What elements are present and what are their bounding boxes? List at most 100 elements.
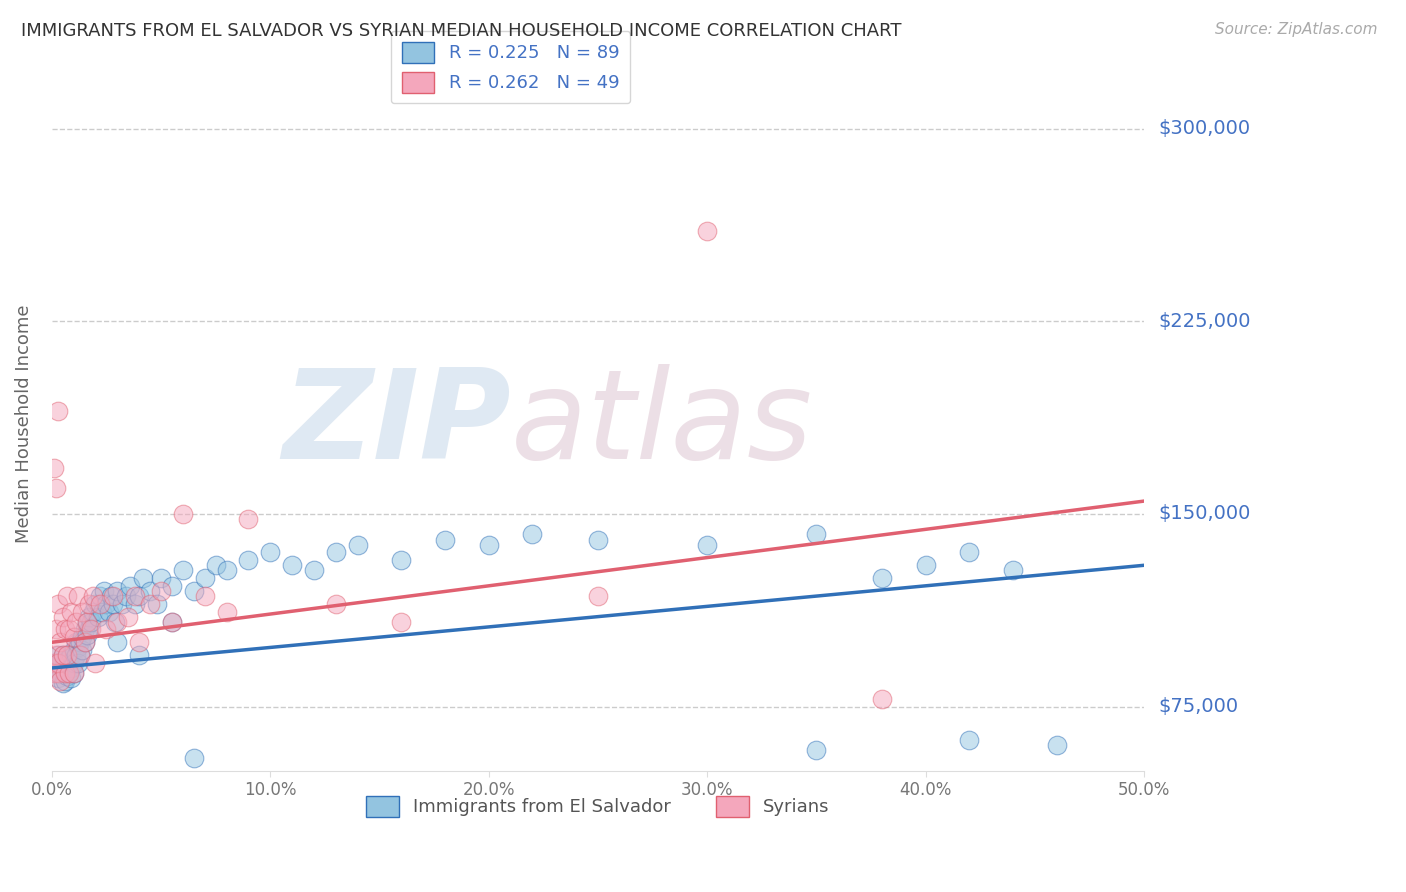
Point: [46, 666, 69, 681]
Point: [56, 648, 79, 662]
Point: [89, 597, 111, 611]
Point: [82, 589, 104, 603]
Point: [53, 666, 76, 681]
Point: [72, 605, 94, 619]
Point: [111, 597, 134, 611]
Point: [145, 597, 167, 611]
Point: [46, 648, 69, 662]
Point: [45, 656, 67, 670]
Point: [160, 615, 183, 629]
Point: [101, 597, 124, 611]
Point: [46, 597, 69, 611]
Point: [120, 579, 142, 593]
Point: [72, 630, 94, 644]
Point: [586, 533, 609, 547]
Point: [132, 571, 155, 585]
Text: Source: ZipAtlas.com: Source: ZipAtlas.com: [1215, 22, 1378, 37]
Point: [128, 648, 150, 662]
Point: [58, 656, 80, 670]
Point: [84, 656, 107, 670]
Point: [62, 666, 84, 681]
Point: [105, 615, 128, 629]
Point: [139, 584, 162, 599]
Point: [204, 558, 226, 573]
Point: [46, 656, 69, 670]
Point: [52, 648, 75, 662]
Point: [66, 589, 89, 603]
Text: IMMIGRANTS FROM EL SALVADOR VS SYRIAN MEDIAN HOUSEHOLD INCOME CORRELATION CHART: IMMIGRANTS FROM EL SALVADOR VS SYRIAN ME…: [21, 22, 901, 40]
Point: [105, 584, 128, 599]
Point: [60, 648, 83, 662]
Point: [65, 635, 87, 649]
Point: [325, 545, 347, 559]
Point: [104, 615, 127, 629]
Point: [45, 481, 67, 495]
Point: [58, 650, 80, 665]
Point: [49, 666, 72, 681]
Point: [49, 656, 72, 670]
Point: [76, 627, 98, 641]
Point: [149, 584, 172, 599]
Point: [957, 545, 980, 559]
Point: [183, 751, 205, 765]
Point: [46, 671, 69, 685]
Point: [42, 460, 65, 475]
Point: [149, 571, 172, 585]
Point: [160, 579, 183, 593]
Point: [62, 666, 84, 681]
Point: [56, 648, 79, 662]
Point: [66, 640, 89, 655]
Point: [60, 661, 83, 675]
Point: [58, 623, 80, 637]
Point: [69, 648, 91, 662]
Point: [52, 648, 75, 662]
Point: [117, 609, 139, 624]
Point: [62, 630, 84, 644]
Point: [69, 635, 91, 649]
Point: [91, 605, 114, 619]
Text: atlas: atlas: [510, 364, 813, 484]
Point: [42, 661, 65, 675]
Point: [696, 225, 718, 239]
Point: [53, 656, 76, 670]
Point: [914, 558, 936, 573]
Point: [100, 589, 122, 603]
Point: [115, 589, 138, 603]
Point: [52, 609, 75, 624]
Point: [696, 538, 718, 552]
Point: [957, 732, 980, 747]
Point: [76, 615, 98, 629]
Point: [45, 623, 67, 637]
Point: [76, 615, 98, 629]
Point: [45, 648, 67, 662]
Point: [52, 676, 75, 690]
Point: [73, 623, 96, 637]
Point: [49, 635, 72, 649]
Point: [806, 527, 828, 541]
Point: [128, 589, 150, 603]
Point: [160, 615, 183, 629]
Text: $225,000: $225,000: [1159, 312, 1250, 331]
Point: [60, 671, 83, 685]
Point: [45, 666, 67, 681]
Point: [124, 597, 146, 611]
Point: [194, 589, 217, 603]
Point: [60, 605, 83, 619]
Point: [1046, 738, 1069, 752]
Point: [389, 615, 412, 629]
Point: [93, 584, 115, 599]
Point: [238, 512, 260, 526]
Point: [325, 597, 347, 611]
Point: [86, 609, 108, 624]
Point: [46, 404, 69, 418]
Point: [62, 643, 84, 657]
Point: [69, 648, 91, 662]
Point: [77, 609, 100, 624]
Point: [194, 571, 217, 585]
Point: [346, 538, 368, 552]
Point: [42, 666, 65, 681]
Point: [65, 648, 87, 662]
Point: [172, 563, 194, 577]
Point: [586, 589, 609, 603]
Point: [172, 507, 194, 521]
